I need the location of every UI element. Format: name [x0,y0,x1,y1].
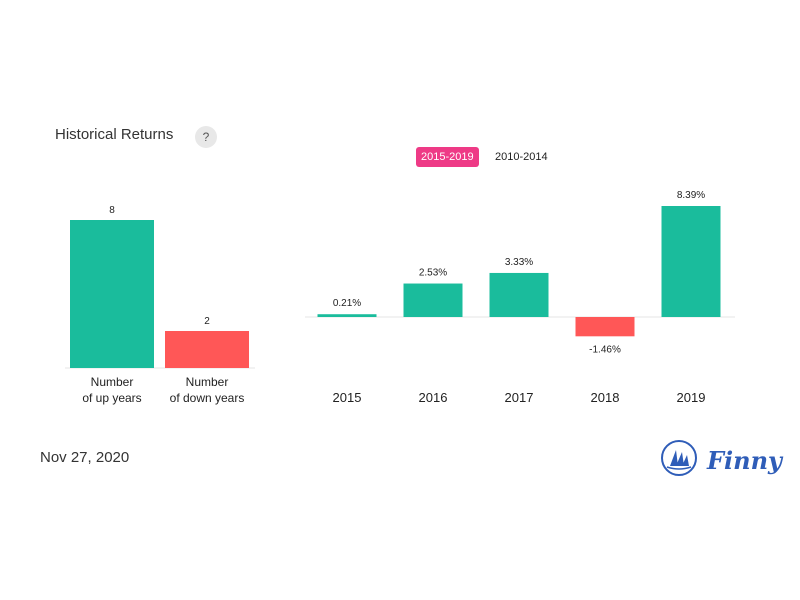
range-tab-2010-2014[interactable]: 2010-2014 [495,151,548,163]
bar-2016 [403,283,463,317]
data-label: 2 [204,316,210,327]
category-label: of down years [170,391,245,405]
finny-logo-icon [661,440,697,476]
tick-label: 2017 [505,390,534,405]
tick-label: 2015 [333,390,362,405]
bar-2019 [661,206,721,317]
data-label: 8 [109,205,115,216]
category-label: Number [186,375,229,389]
category-label: of up years [82,391,141,405]
chart-title: Historical Returns [55,126,174,143]
date-label: Nov 27, 2020 [40,449,130,466]
data-label: 2.53% [419,268,447,279]
bar-down-years [165,331,249,368]
bar-up-years [70,220,154,368]
help-icon[interactable]: ? [195,126,217,148]
tick-label: 2019 [677,390,706,405]
bar-2017 [489,272,549,317]
data-label: 8.39% [677,190,705,201]
bar-2015 [317,314,377,317]
data-label: 3.33% [505,257,533,268]
data-label: -1.46% [589,344,621,355]
range-tab-2015-2019[interactable]: 2015-2019 [416,147,479,167]
bar-2018 [575,317,635,337]
category-label: Number [91,375,134,389]
brand-wordmark: Finny [707,446,782,475]
tick-label: 2018 [591,390,620,405]
tick-label: 2016 [419,390,448,405]
data-label: 0.21% [333,298,361,309]
